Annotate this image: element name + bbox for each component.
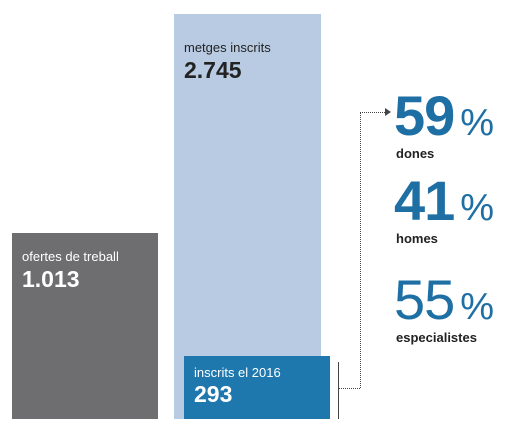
bar-label: metges inscrits [184, 40, 271, 55]
bar-label: ofertes de treball [22, 249, 119, 264]
bar-metges-inscrits: metges inscrits 2.745 [174, 14, 321, 419]
stat-unit: % [460, 187, 495, 229]
stat-unit: % [460, 102, 495, 144]
bar-value: 293 [194, 381, 233, 407]
stat-value: 59 [394, 84, 455, 147]
stat-dones: 59% [394, 88, 494, 145]
connector-dotted-line [360, 112, 361, 388]
bar-value: 2.745 [184, 57, 242, 83]
bar-ofertes-de-treball: ofertes de treball 1.013 [12, 233, 158, 419]
stat-especialistes: 55% [394, 272, 494, 329]
stat-homes: 41% [394, 173, 494, 230]
stat-unit: % [460, 286, 495, 328]
stat-value: 55 [394, 268, 455, 331]
bar-value: 1.013 [22, 266, 80, 292]
stat-value: 41 [394, 169, 455, 232]
bar-label: inscrits el 2016 [194, 365, 281, 380]
connector-dotted-line [339, 388, 360, 389]
bar-inscrits-el-2016: inscrits el 2016 293 [184, 356, 330, 419]
connector-line [338, 362, 339, 419]
stat-caption: dones [396, 146, 435, 161]
connector-dotted-line [360, 112, 385, 113]
arrow-icon [385, 108, 391, 116]
stat-caption: homes [396, 231, 438, 246]
stat-caption: especialistes [396, 330, 477, 345]
